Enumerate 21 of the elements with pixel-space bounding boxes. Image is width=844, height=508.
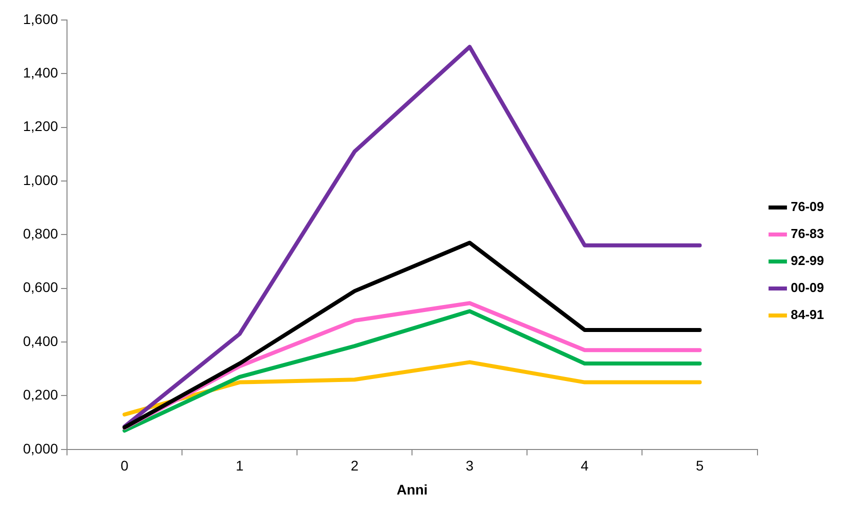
legend-label: 76-09 (790, 199, 824, 214)
x-tick-label: 1 (236, 458, 244, 474)
legend-label: 92-99 (790, 253, 824, 268)
y-tick-label: 0,800 (22, 226, 58, 242)
legend-label: 76-83 (790, 226, 824, 242)
x-tick-label: 3 (466, 458, 474, 474)
y-tick-label: 1,200 (22, 118, 58, 134)
y-tick-label: 1,000 (22, 172, 58, 188)
y-tick-label: 0,000 (22, 440, 58, 456)
y-tick-label: 0,200 (22, 386, 58, 403)
x-tick-label: 2 (350, 458, 359, 474)
x-tick-label: 5 (696, 458, 704, 474)
y-tick-label: 0,600 (22, 279, 58, 296)
y-tick-label: 0,400 (22, 332, 58, 349)
y-tick-label: 1,600 (22, 10, 58, 27)
legend-label: 00-09 (790, 280, 824, 296)
y-tick-label: 1,400 (22, 64, 58, 81)
x-tick-label: 0 (120, 458, 129, 474)
x-tick-label: 4 (580, 458, 589, 474)
x-axis-title: Anni (396, 481, 428, 498)
legend-label: 84-91 (790, 307, 824, 322)
